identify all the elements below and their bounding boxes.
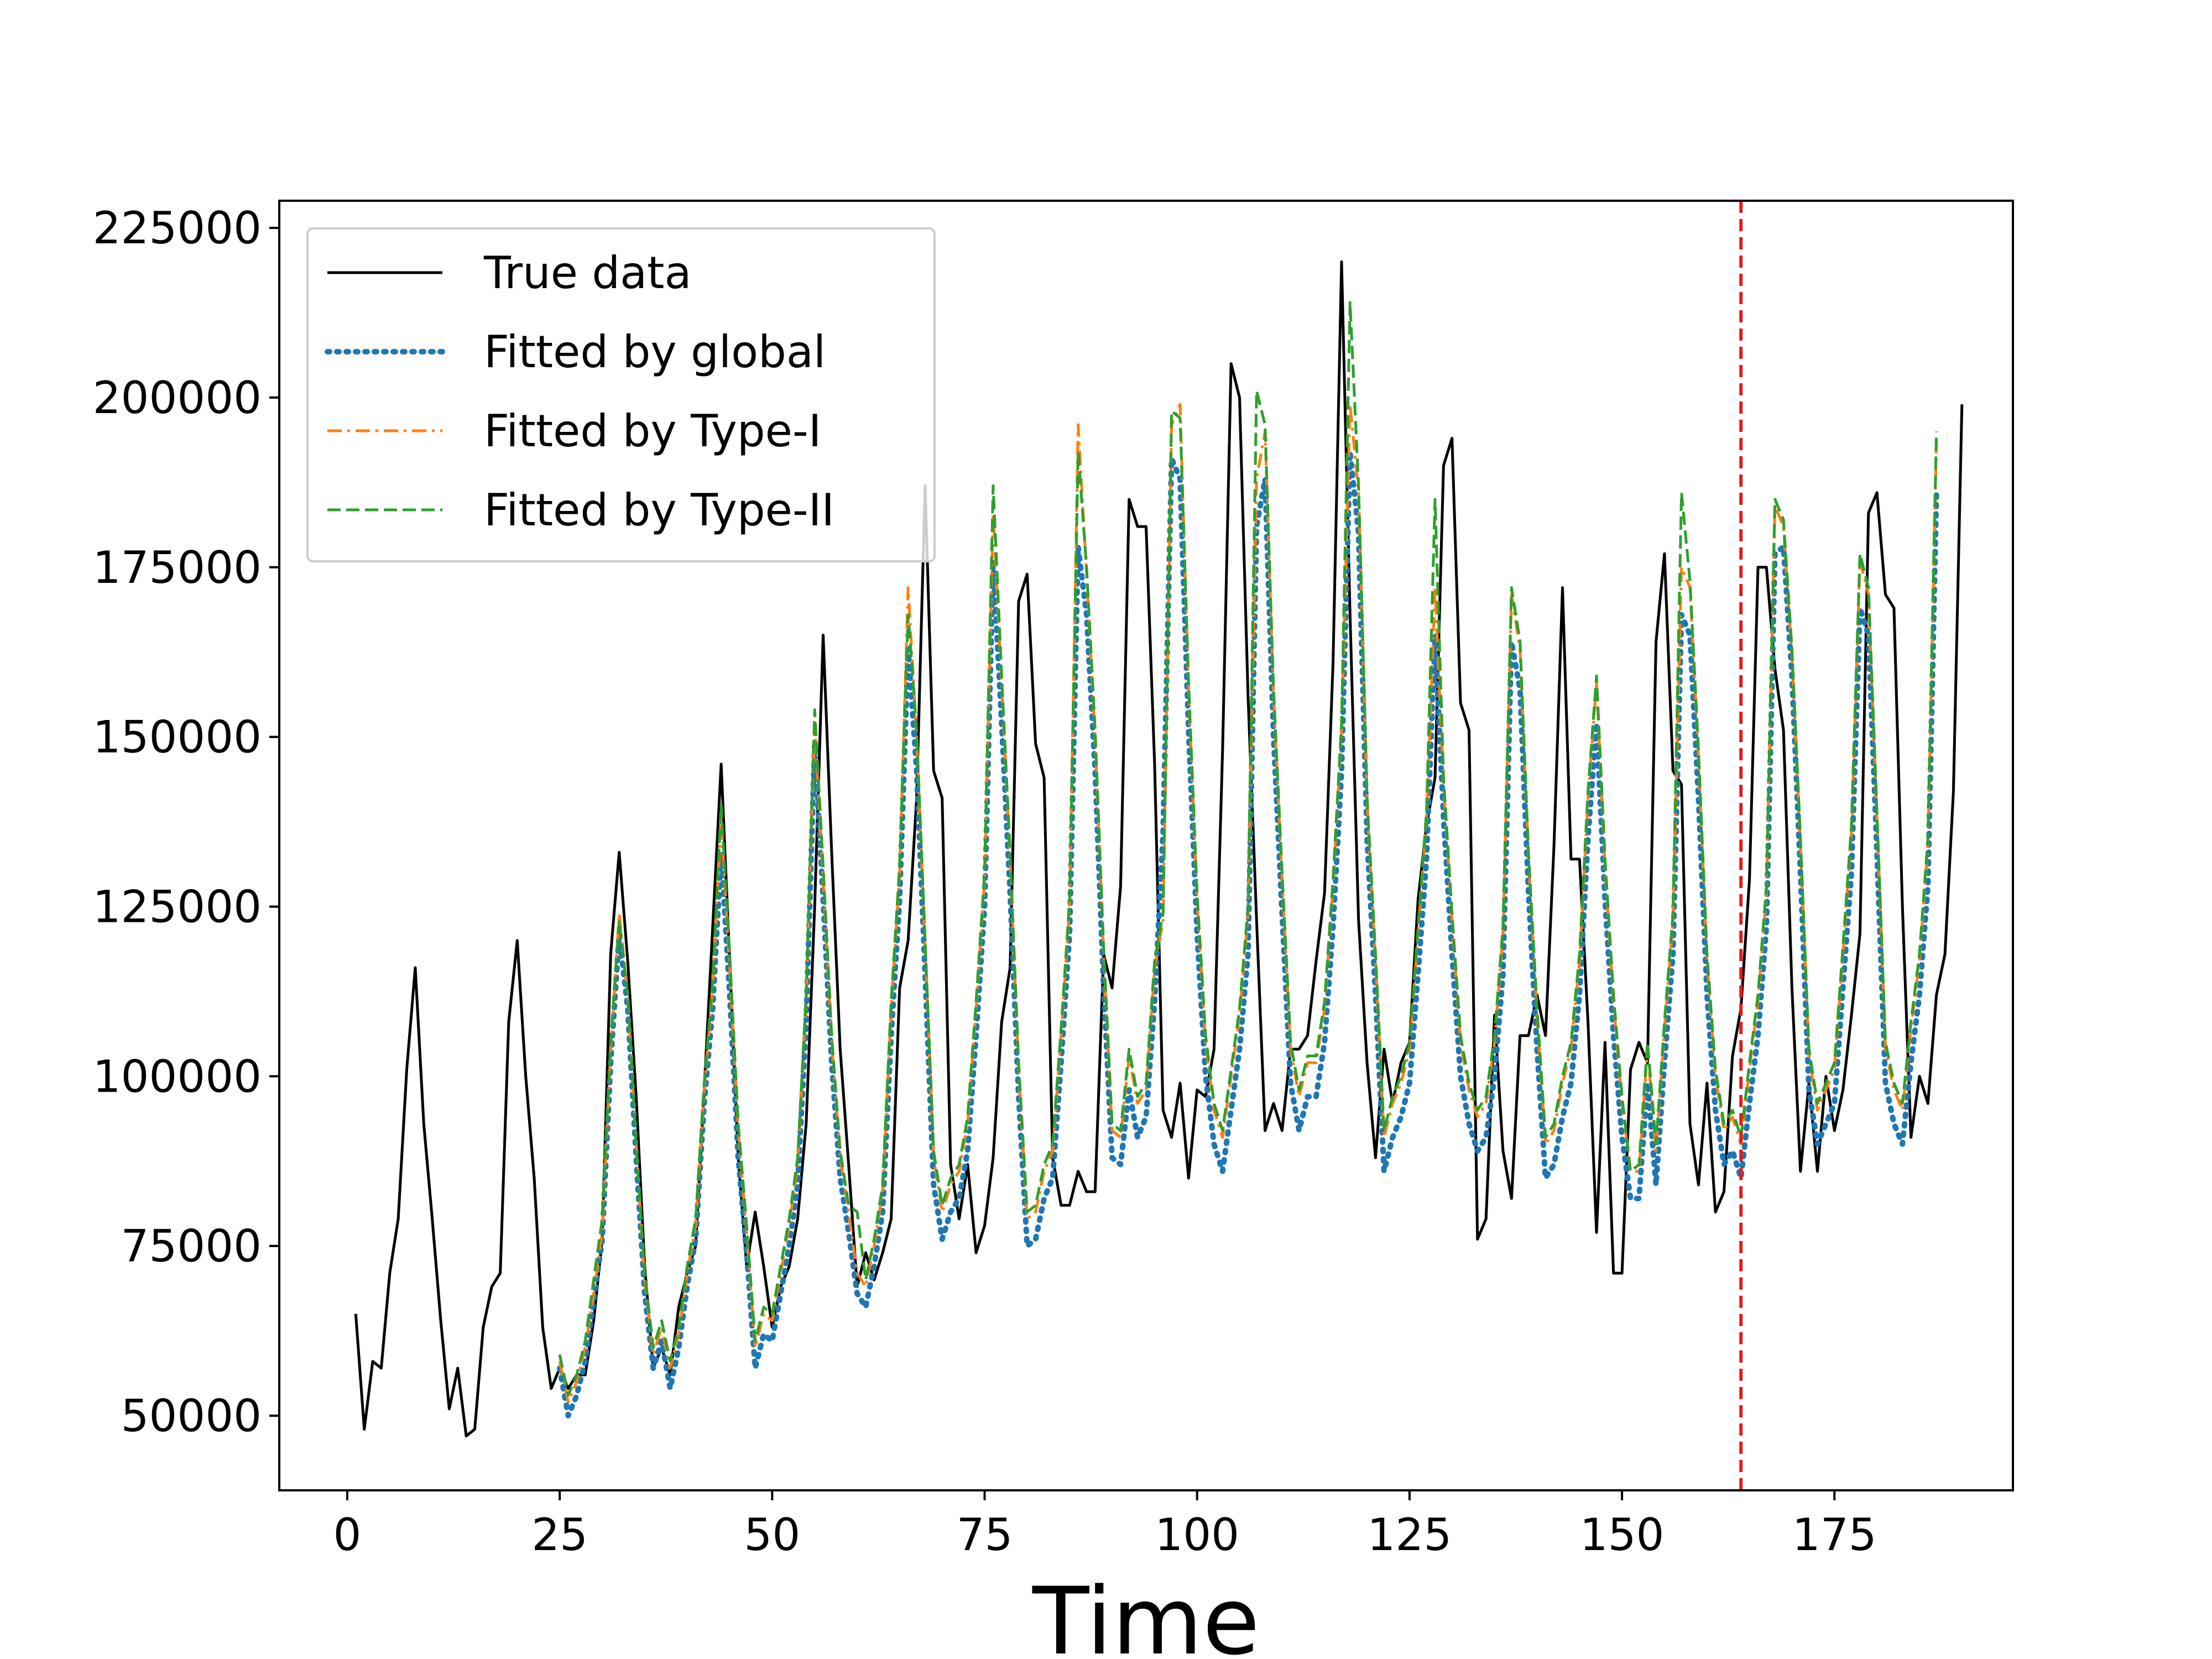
x-tick-label: 25 <box>531 1509 588 1561</box>
x-tick-label: 0 <box>333 1509 361 1561</box>
plot-area-frame <box>278 200 2014 1491</box>
x-tick-label: 75 <box>957 1509 1013 1561</box>
y-tick-label: 125000 <box>93 881 262 932</box>
legend-label-3: Fitted by Type-I <box>484 405 821 457</box>
y-tick-label: 75000 <box>121 1220 262 1272</box>
series-layer <box>354 260 1964 1438</box>
y-tick-label: 225000 <box>93 202 262 254</box>
x-tick-label: 50 <box>744 1509 800 1561</box>
series-line-4 <box>558 301 1938 1397</box>
legend-box <box>306 227 936 562</box>
x-tick-label: 150 <box>1580 1509 1665 1561</box>
y-tick-label: 200000 <box>93 372 262 424</box>
y-axis: 50000 75000 100000 125000 150000 175000 200000… <box>93 202 279 1442</box>
y-tick-label: 150000 <box>93 712 262 763</box>
legend-label-2: Fitted by global <box>484 326 826 378</box>
y-tick-label: 100000 <box>93 1051 262 1102</box>
y-tick-label: 175000 <box>93 542 262 593</box>
y-tick-label: 50000 <box>121 1390 262 1442</box>
x-tick-label: 125 <box>1368 1509 1452 1561</box>
legend-label-4: Fitted by Type-II <box>484 484 834 536</box>
series-line-2 <box>557 449 1939 1418</box>
x-tick-label: 175 <box>1792 1509 1877 1561</box>
legend-label-1: True data <box>483 247 692 299</box>
x-tick-label: 100 <box>1155 1509 1239 1561</box>
x-axis: 0 25 50 75 100 125 150 175 <box>333 1490 1877 1561</box>
x-axis-title: Time <box>1032 1567 1260 1659</box>
legend: True data Fitted by global Fitted by Type-… <box>306 227 936 562</box>
legend-items: True data Fitted by global Fitted by Type-… <box>325 247 834 536</box>
